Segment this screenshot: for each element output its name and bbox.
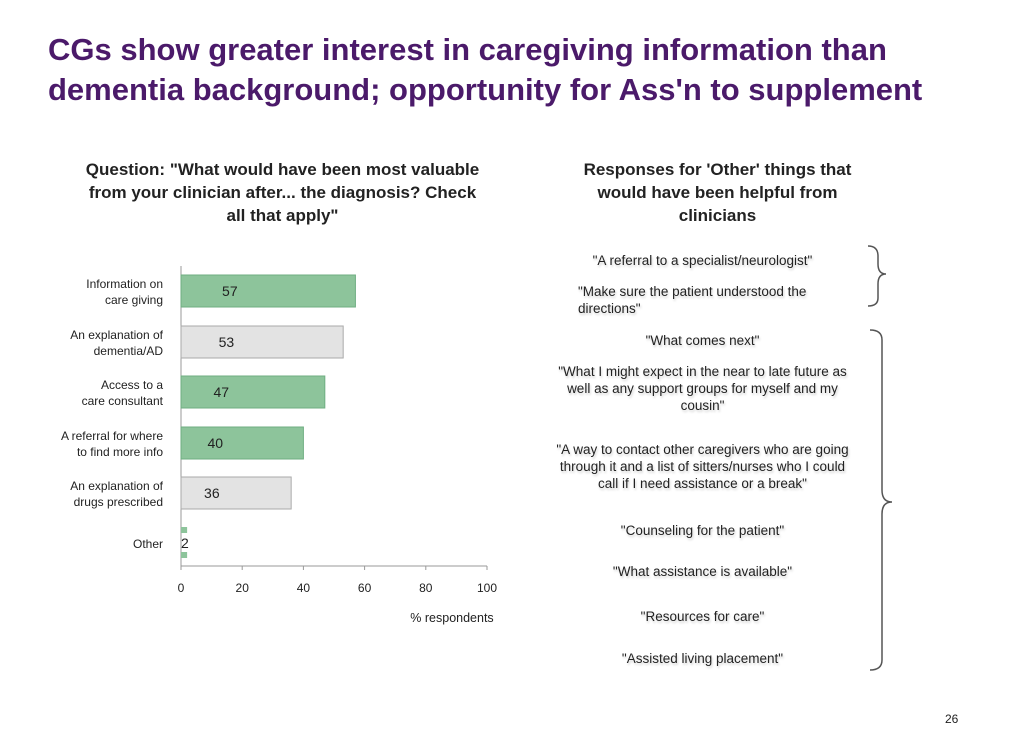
other-responses-heading: Responses for 'Other' things that would … — [550, 158, 885, 227]
x-tick-label-5: 100 — [477, 581, 497, 595]
category-label-0-1: care giving — [105, 293, 163, 307]
category-label-4-1: drugs prescribed — [74, 495, 163, 509]
category-label-2-1: care consultant — [82, 394, 164, 408]
response-counseling: "Counseling for the patient" — [620, 522, 785, 538]
response-what-comes-next: "What comes next" — [645, 332, 760, 348]
other-heading-line-1: Responses for 'Other' things that — [583, 160, 852, 179]
bracket-group — [867, 245, 893, 671]
bar-3 — [180, 426, 304, 460]
other-heading-line-3: clinicians — [678, 206, 757, 225]
category-label-3-0: A referral for where — [61, 429, 163, 443]
response-resources-for-care: "Resources for care" — [640, 608, 765, 624]
category-label-4-0: An explanation of — [70, 479, 163, 493]
bar-chart: 57 Information on care giving 53 An explanat… — [61, 266, 497, 625]
bar-value-label-3: 40 — [207, 435, 223, 451]
page-number: 26 — [945, 712, 959, 726]
x-tick-label-3: 60 — [358, 581, 372, 595]
bar-5-lower — [181, 552, 188, 558]
question-line-3: all that apply" — [226, 206, 339, 225]
category-label-1-0: An explanation of — [70, 328, 163, 342]
response-patient-understood: "Make sure the patient understood the di… — [578, 284, 807, 316]
slide-title-line-1: CGs show greater interest in caregiving … — [48, 32, 887, 67]
category-label-1-1: dementia/AD — [94, 344, 164, 358]
x-tick-label-2: 40 — [297, 581, 311, 595]
bar-value-label-1: 53 — [219, 334, 235, 350]
x-axis-title: % respondents — [410, 611, 493, 625]
other-heading-line-2: would have been helpful from — [597, 183, 838, 202]
response-assisted-living: "Assisted living placement" — [621, 650, 784, 666]
slide-title: CGs show greater interest in caregiving … — [48, 30, 1008, 110]
question-line-1: Question: "What would have been most val… — [85, 160, 480, 179]
bar-value-label-2: 47 — [213, 384, 229, 400]
response-contact-caregivers: "A way to contact other caregivers who a… — [556, 441, 849, 491]
x-tick-label-0: 0 — [178, 581, 185, 595]
category-label-2-0: Access to a — [101, 378, 163, 392]
question-heading: Question: "What would have been most val… — [55, 158, 510, 227]
bar-value-label-5: 2 — [181, 535, 189, 551]
slide-title-line-2: dementia background; opportunity for Ass… — [48, 72, 923, 107]
bar-value-label-0: 57 — [222, 283, 238, 299]
category-label-5-0: Other — [133, 537, 163, 551]
bracket-lower-icon — [869, 329, 893, 671]
x-tick-label-1: 20 — [236, 581, 250, 595]
response-near-late-future: "What I might expect in the near to late… — [558, 363, 847, 413]
bar-value-label-4: 36 — [204, 485, 220, 501]
category-label-3-1: to find more info — [77, 445, 163, 459]
bar-4 — [180, 476, 292, 510]
x-tick-label-4: 80 — [419, 581, 433, 595]
bar-0 — [180, 274, 356, 308]
category-label-0-0: Information on — [86, 277, 163, 291]
bar-5-upper — [181, 527, 188, 533]
bar-1 — [180, 325, 344, 359]
response-assistance-available: "What assistance is available" — [612, 563, 793, 579]
question-line-2: from your clinician after... the diagnos… — [88, 183, 477, 202]
response-referral-specialist: "A referral to a specialist/neurologist" — [592, 252, 813, 268]
bar-2 — [180, 375, 326, 409]
bracket-upper-icon — [867, 245, 887, 307]
